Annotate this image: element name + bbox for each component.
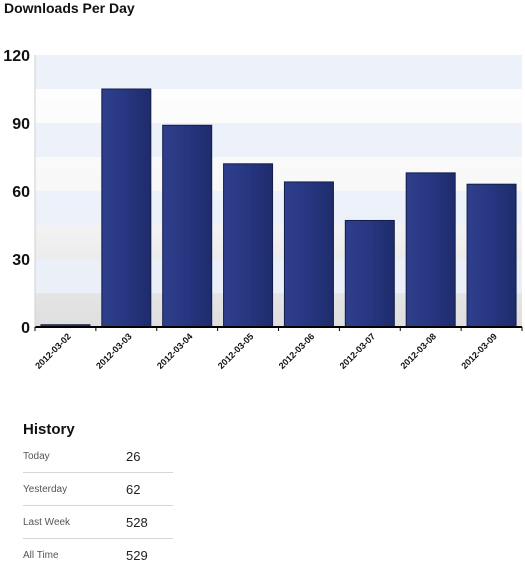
- x-tick-label: 2012-03-06: [277, 331, 317, 371]
- bar-2012-03-03: [102, 89, 151, 327]
- history-row-value: 62: [126, 473, 173, 506]
- bar-2012-03-07: [345, 220, 394, 327]
- history-row-value: 529: [126, 539, 173, 571]
- x-tick-label: 2012-03-09: [459, 331, 499, 371]
- history-row-value: 528: [126, 506, 173, 539]
- y-tick-label: 30: [12, 252, 30, 269]
- history-row-label: Today: [23, 440, 126, 473]
- history-row-label: Last Week: [23, 506, 126, 539]
- history-row-label: Yesterday: [23, 473, 126, 506]
- history-row-value: 26: [126, 440, 173, 473]
- history-title: History: [23, 421, 75, 438]
- x-tick-label: 2012-03-05: [216, 331, 256, 371]
- x-tick-label: 2012-03-03: [94, 331, 134, 371]
- x-tick-label: 2012-03-08: [398, 331, 438, 371]
- bar-2012-03-06: [284, 182, 333, 327]
- y-tick-label: 120: [3, 48, 30, 65]
- y-tick-label: 60: [12, 184, 30, 201]
- bar-2012-03-09: [467, 184, 516, 327]
- bar-2012-03-05: [224, 164, 273, 327]
- x-tick-label: 2012-03-02: [33, 331, 73, 371]
- bar-2012-03-08: [406, 173, 455, 327]
- x-tick-label: 2012-03-04: [155, 331, 195, 371]
- y-tick-label: 0: [21, 320, 30, 337]
- x-tick-labels: 2012-03-02 2012-03-03 2012-03-04 2012-03-05…: [33, 331, 499, 371]
- bar-2012-03-04: [163, 125, 212, 327]
- history-row-label: All Time: [23, 539, 126, 571]
- grid-band: [35, 55, 522, 89]
- y-tick-label: 90: [12, 116, 30, 133]
- x-tick-label: 2012-03-07: [338, 331, 378, 371]
- y-tick-labels: 0 30 60 90 120: [3, 48, 30, 337]
